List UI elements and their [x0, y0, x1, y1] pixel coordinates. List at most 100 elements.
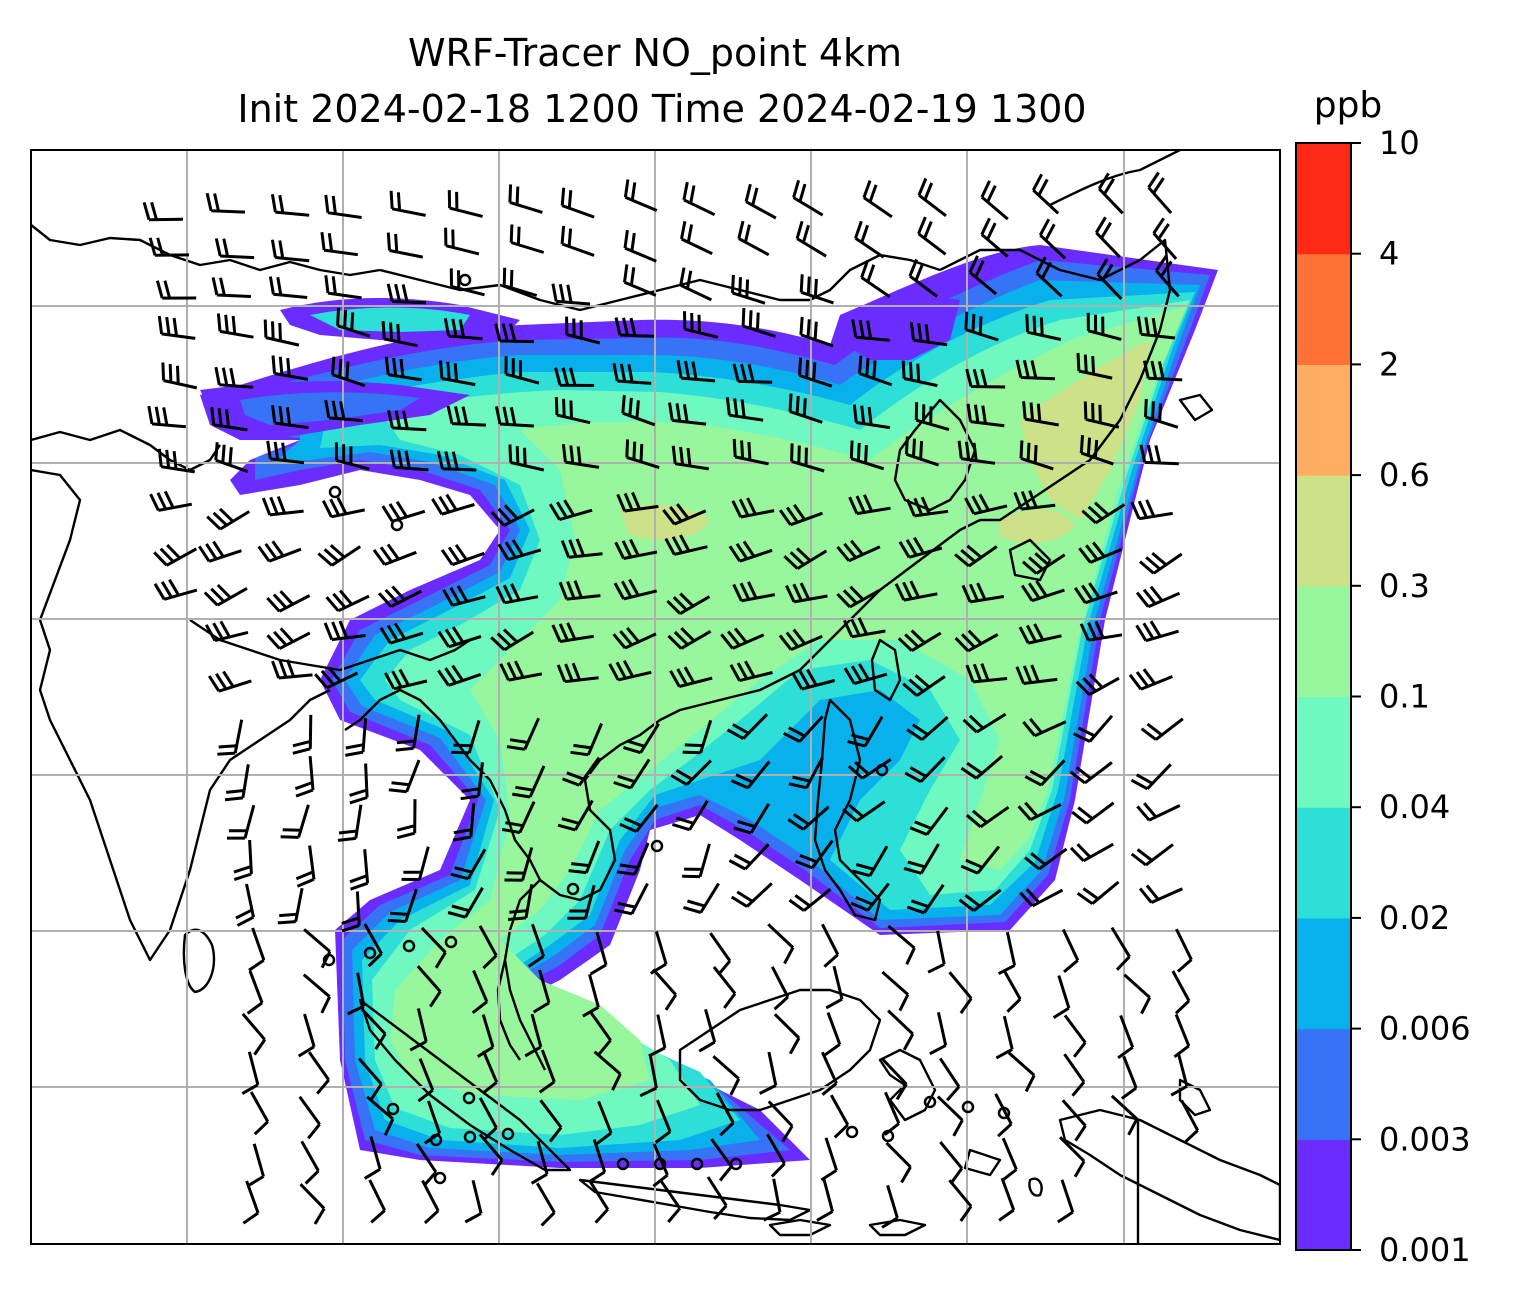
wind-barb — [1022, 717, 1067, 738]
wind-barb — [948, 971, 973, 1014]
wind-barb — [442, 585, 486, 607]
wind-barb — [887, 924, 916, 965]
wind-barb — [1021, 552, 1066, 575]
wind-barb — [271, 355, 309, 381]
wind-barb — [1020, 580, 1065, 603]
wind-barb — [729, 660, 773, 683]
calm-wind-marker — [463, 1130, 477, 1144]
wind-barb — [659, 1179, 682, 1223]
wind-barb — [558, 580, 601, 601]
wind-barb — [662, 503, 707, 526]
wind-barb — [960, 845, 1001, 875]
wind-barb — [431, 493, 475, 516]
wind-barb — [885, 1141, 912, 1184]
wind-barb — [980, 180, 1009, 221]
wind-barb — [783, 547, 828, 570]
wind-barb — [1130, 499, 1173, 521]
colorbar-segment — [1296, 143, 1351, 255]
wind-barb — [589, 931, 608, 976]
wind-barb — [958, 888, 1002, 912]
wind-barb — [936, 1095, 964, 1137]
wind-barb — [906, 715, 949, 741]
wind-barb — [299, 1183, 326, 1225]
wind-barb — [297, 1013, 316, 1058]
wind-barb — [241, 1012, 267, 1056]
wind-barb — [741, 308, 776, 338]
wind-barb — [249, 1091, 270, 1136]
wind-barb — [409, 1008, 428, 1052]
wind-barb — [324, 399, 363, 423]
wind-barb — [271, 405, 309, 430]
wind-barb — [852, 845, 889, 878]
wind-barb — [821, 923, 840, 968]
wind-barb — [964, 311, 999, 342]
wind-barb — [280, 804, 310, 839]
wind-barb — [715, 1092, 735, 1137]
wind-barb — [997, 931, 1017, 976]
wind-barb — [440, 544, 485, 567]
wind-barb — [1024, 847, 1068, 871]
wind-barb — [625, 439, 660, 470]
wind-barb — [1128, 668, 1173, 691]
wind-barb — [929, 1011, 948, 1056]
colorbar-segment — [1296, 585, 1351, 698]
wind-barb — [345, 718, 368, 757]
colorbar-tick-label: 0.04 — [1379, 788, 1450, 826]
wind-barb — [509, 224, 545, 254]
wind-barb — [1139, 444, 1179, 466]
wind-barb — [639, 1054, 658, 1098]
wind-barb — [968, 255, 998, 296]
wind-barb — [1117, 1014, 1135, 1060]
wind-barb — [233, 840, 253, 882]
wind-barb — [347, 972, 366, 1016]
wind-barb — [683, 311, 719, 339]
wind-barb — [437, 626, 482, 649]
wind-barb — [720, 627, 765, 650]
wind-barb — [387, 888, 418, 923]
figure-title-line2: Init 2024-02-18 1200 Time 2024-02-19 130… — [237, 87, 1086, 131]
wind-barb — [261, 495, 304, 517]
wind-barb — [1147, 171, 1173, 214]
calm-wind-marker — [462, 1091, 476, 1105]
wind-barb — [1019, 888, 1064, 908]
calm-wind-marker — [444, 935, 458, 949]
wind-barb — [149, 490, 193, 512]
wind-barb — [904, 756, 946, 784]
wind-barb — [501, 800, 536, 834]
wind-barb — [613, 758, 651, 790]
wind-barb — [733, 803, 770, 835]
wind-barb — [1038, 218, 1067, 260]
wind-barb — [824, 1011, 842, 1057]
wind-barb — [1140, 717, 1184, 741]
wind-barb — [451, 719, 481, 755]
wind-barb — [447, 887, 484, 919]
wind-barb — [270, 194, 310, 217]
wind-barb — [1130, 763, 1172, 791]
wind-barb — [680, 221, 713, 256]
wind-barb — [887, 1009, 915, 1051]
wind-barb — [560, 538, 603, 559]
wind-barb — [1056, 1179, 1075, 1224]
wind-barb — [334, 442, 370, 471]
wind-barb — [416, 965, 442, 1008]
wind-barb — [710, 1138, 733, 1182]
wind-barb — [731, 497, 775, 519]
wind-barb — [242, 1180, 260, 1225]
wind-barb — [153, 544, 198, 567]
wind-barb — [1025, 314, 1062, 341]
wind-barb — [901, 360, 938, 388]
calm-wind-marker — [328, 485, 342, 499]
wind-barb — [447, 190, 483, 218]
wind-barb — [1180, 1099, 1200, 1144]
wind-barb — [532, 969, 551, 1014]
wind-barb — [389, 190, 426, 217]
wind-barb — [667, 627, 712, 650]
wind-barb — [770, 966, 790, 1011]
wind-barb — [386, 283, 427, 305]
wind-barb — [1144, 398, 1179, 429]
wind-barb — [478, 1097, 498, 1142]
wind-barb — [554, 397, 591, 425]
wind-barb — [142, 201, 184, 222]
wind-barb — [732, 438, 769, 466]
wind-barb — [1002, 968, 1022, 1013]
